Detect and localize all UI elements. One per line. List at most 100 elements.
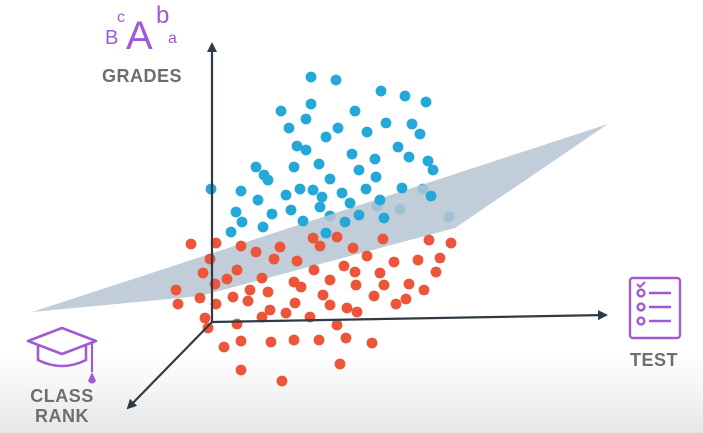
red-point xyxy=(361,250,373,262)
blue-point xyxy=(275,105,287,117)
blue-point xyxy=(294,183,306,195)
red-point xyxy=(172,298,184,310)
blue-point xyxy=(225,226,237,238)
red-point xyxy=(199,312,211,324)
blue-point xyxy=(285,204,297,216)
red-point xyxy=(350,279,362,291)
red-point xyxy=(231,318,243,330)
red-point xyxy=(185,238,197,250)
blue-point xyxy=(369,153,381,165)
red-point xyxy=(445,237,457,249)
red-point xyxy=(308,264,320,276)
red-point xyxy=(340,332,352,344)
blue-point xyxy=(360,183,372,195)
blue-point xyxy=(414,128,426,140)
blue-point xyxy=(257,221,269,233)
red-point xyxy=(388,256,400,268)
blue-point xyxy=(291,140,303,152)
blue-point xyxy=(250,161,262,173)
red-point xyxy=(314,240,326,252)
red-point xyxy=(262,286,274,298)
red-point xyxy=(264,304,276,316)
blue-point xyxy=(297,215,309,227)
red-point xyxy=(366,337,378,349)
blue-point xyxy=(313,158,325,170)
red-point xyxy=(313,334,325,346)
blue-point xyxy=(280,189,292,201)
blue-point xyxy=(375,85,387,97)
red-point xyxy=(412,254,424,266)
blue-point xyxy=(399,90,411,102)
red-point xyxy=(331,231,343,243)
red-point xyxy=(221,273,233,285)
class-rank-label-line1: CLASS xyxy=(30,386,94,406)
red-point xyxy=(289,297,301,309)
axes xyxy=(126,42,608,410)
red-point xyxy=(307,232,319,244)
red-point xyxy=(368,290,380,302)
red-point xyxy=(202,322,214,334)
red-point xyxy=(317,289,329,301)
red-point xyxy=(400,293,412,305)
red-point xyxy=(334,358,346,370)
red-point xyxy=(280,307,292,319)
red-point xyxy=(351,306,363,318)
red-point xyxy=(324,274,336,286)
test-axis-label: TEST xyxy=(629,350,678,370)
blue-point xyxy=(336,187,348,199)
red-point xyxy=(434,252,446,264)
blue-point xyxy=(305,71,317,83)
red-point xyxy=(244,284,256,296)
grade-letter-B: B xyxy=(105,27,119,49)
red-point xyxy=(218,341,230,353)
grade-letter-a: a xyxy=(168,30,177,47)
blue-point xyxy=(324,173,336,185)
red-point xyxy=(374,267,386,279)
blue-point xyxy=(320,131,332,143)
red-point xyxy=(256,272,268,284)
red-point xyxy=(378,279,390,291)
red-point xyxy=(338,260,350,272)
red-point xyxy=(276,375,288,387)
red-point xyxy=(242,295,254,307)
blue-point xyxy=(339,216,351,228)
red-point xyxy=(341,302,353,314)
red-point xyxy=(204,253,216,265)
red-point xyxy=(268,253,280,265)
blue-point xyxy=(300,144,312,156)
blue-point xyxy=(370,171,382,183)
blue-point xyxy=(349,105,361,117)
test-axis xyxy=(211,310,608,324)
dots-in-front-of-plane xyxy=(170,71,457,387)
red-point xyxy=(197,267,209,279)
test-checklist-icon xyxy=(628,276,682,340)
blue-point xyxy=(266,208,278,220)
blue-point xyxy=(258,169,270,181)
red-point xyxy=(349,266,361,278)
red-point xyxy=(194,292,206,304)
red-point xyxy=(347,242,359,254)
blue-point xyxy=(353,164,365,176)
blue-point xyxy=(420,96,432,108)
blue-point xyxy=(403,151,415,163)
grade-letter-b: b xyxy=(156,2,170,29)
blue-point xyxy=(235,185,247,197)
red-point xyxy=(170,284,182,296)
blue-point xyxy=(300,113,312,125)
red-point xyxy=(324,299,336,311)
red-point xyxy=(390,298,402,310)
class-rank-axis xyxy=(126,321,213,410)
blue-point xyxy=(392,141,404,153)
blue-point xyxy=(374,194,386,206)
graduation-cap-icon xyxy=(26,326,98,384)
red-point xyxy=(430,266,442,278)
red-point xyxy=(377,233,389,245)
blue-point xyxy=(427,164,439,176)
blue-point xyxy=(344,197,356,209)
red-point xyxy=(235,240,247,252)
class-rank-axis-label: CLASS RANK xyxy=(20,386,104,426)
red-point xyxy=(403,278,415,290)
class-rank-label-line2: RANK xyxy=(35,406,89,426)
blue-point xyxy=(353,209,365,221)
red-point xyxy=(331,319,343,331)
